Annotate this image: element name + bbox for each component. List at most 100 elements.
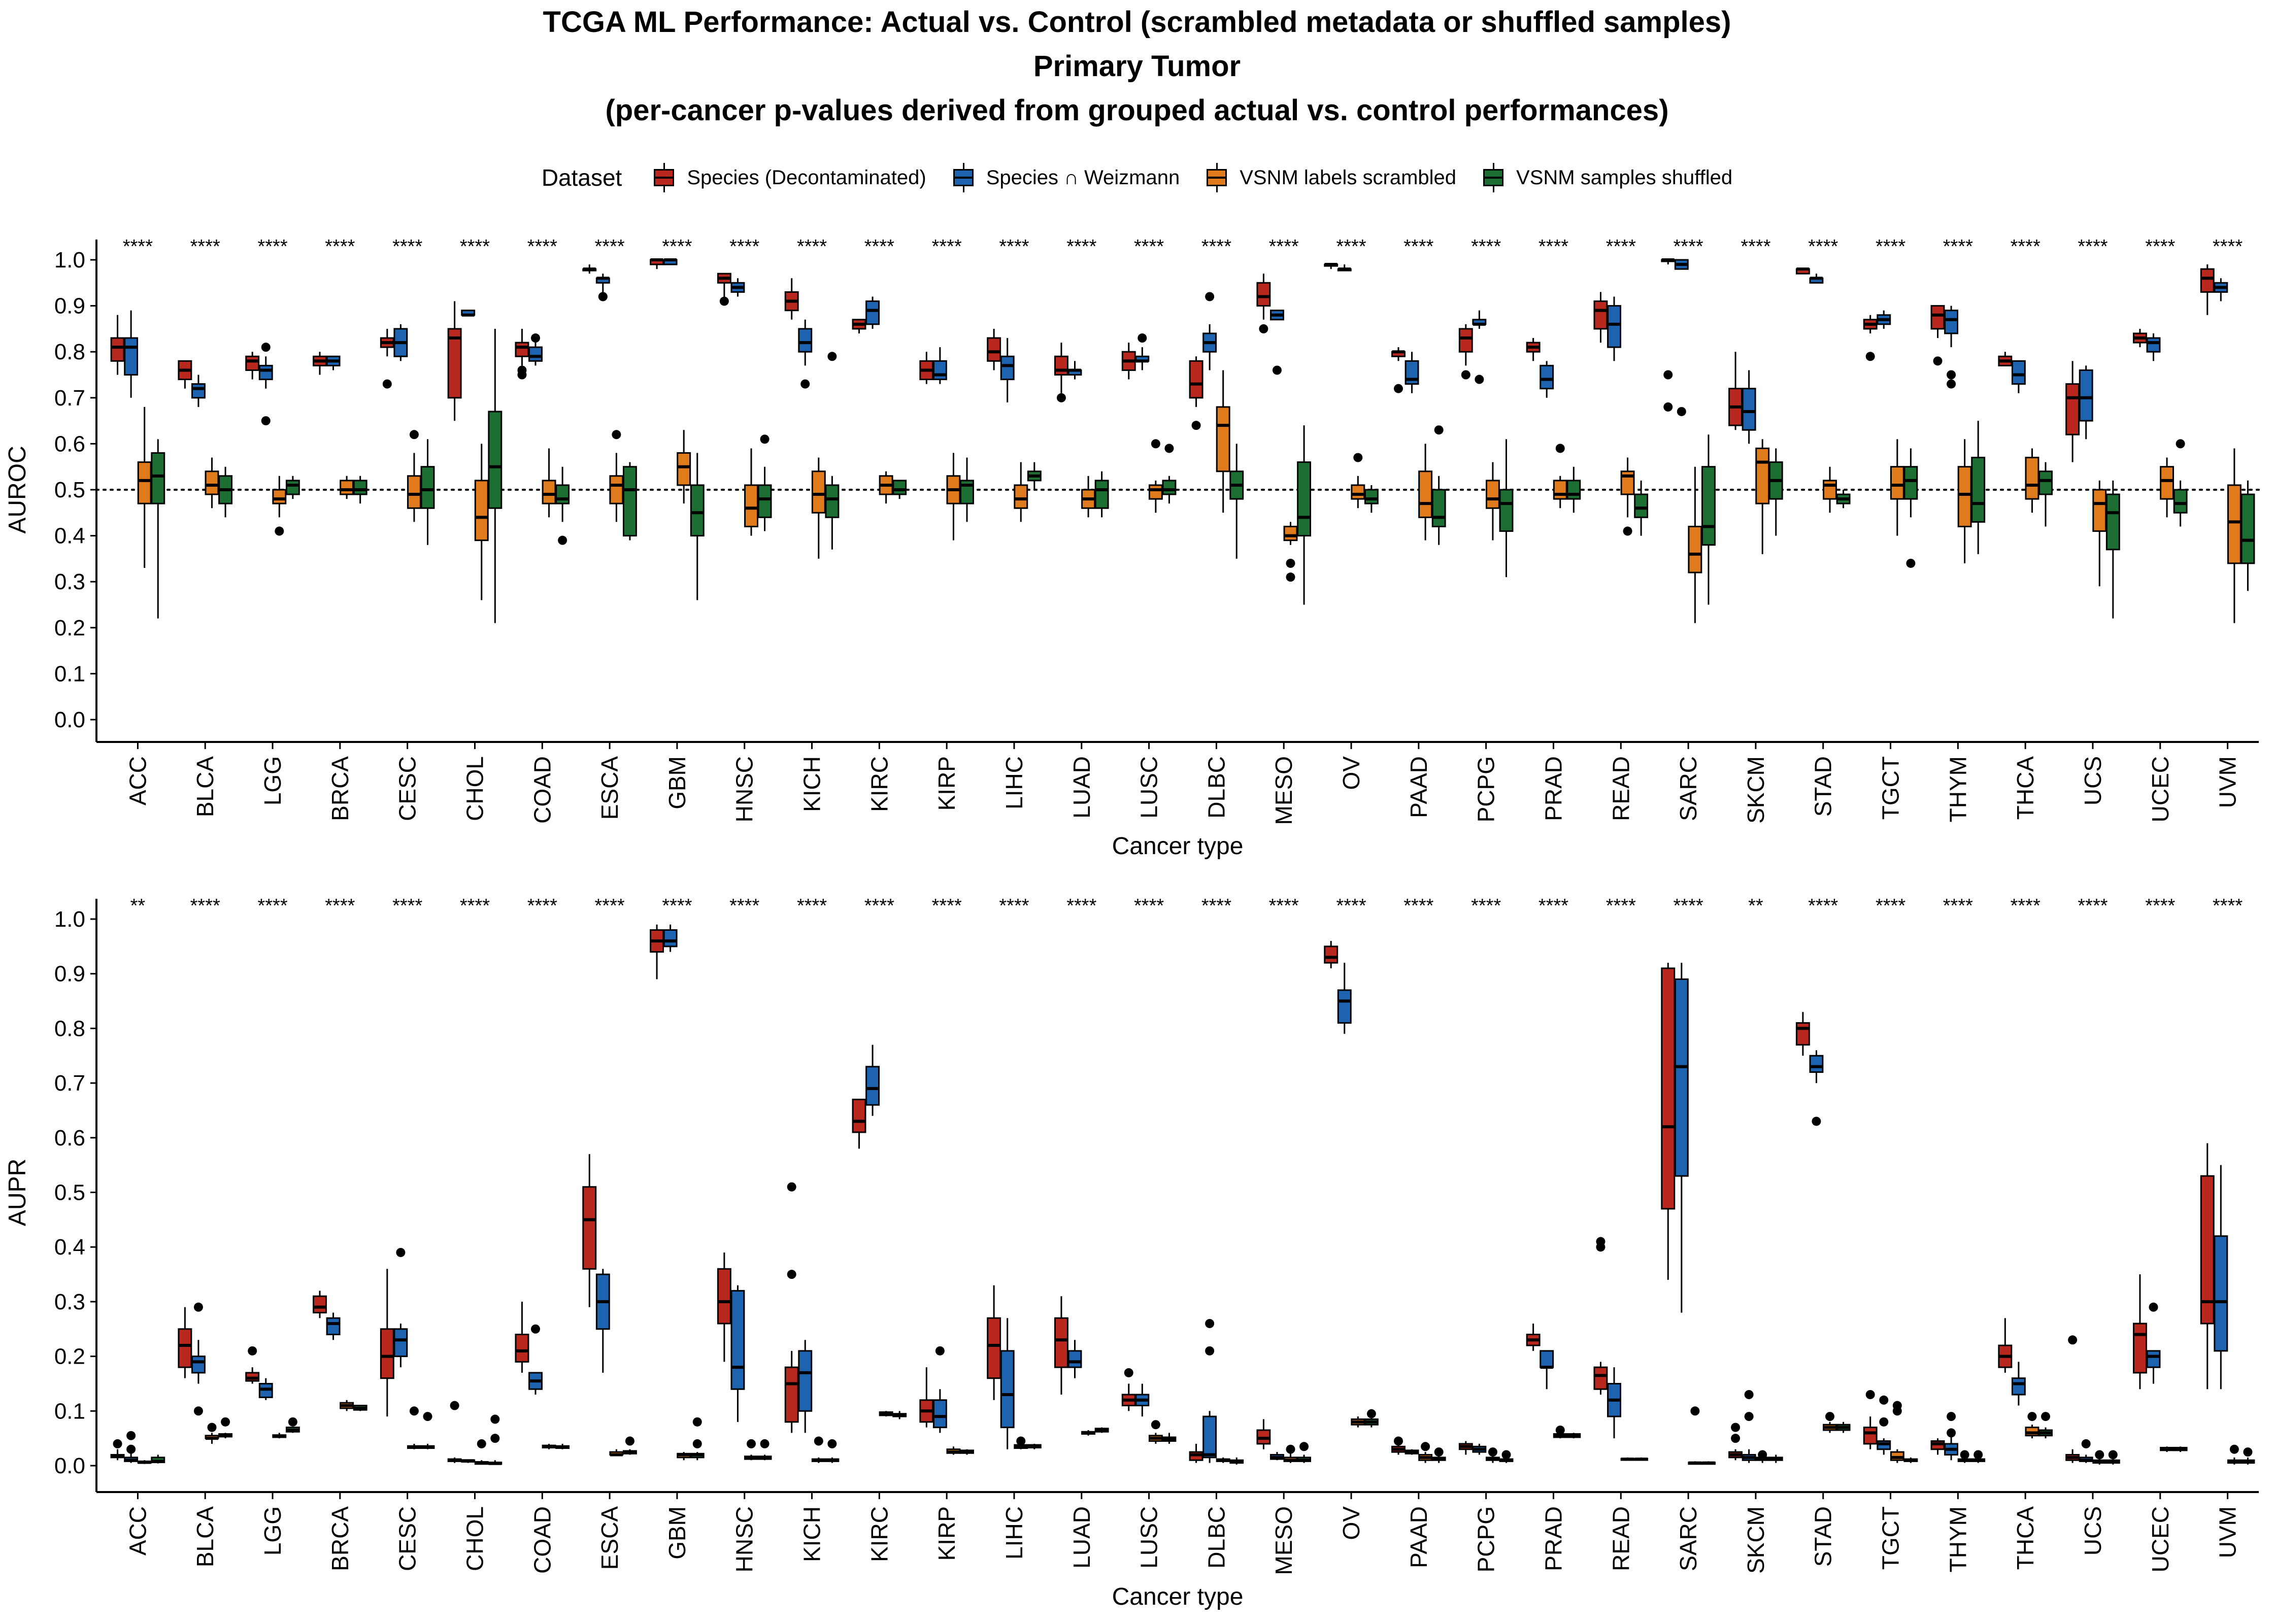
box-body bbox=[2227, 484, 2242, 564]
x-tick-label: UCS bbox=[2080, 1506, 2106, 1555]
x-axis-title: Cancer type bbox=[1112, 1583, 1244, 1610]
box-species-decontaminated bbox=[2132, 1274, 2147, 1390]
box-vsnm-labels-scrambled bbox=[1148, 439, 1163, 513]
box-vsnm-labels-scrambled bbox=[1283, 1444, 1298, 1463]
box-body bbox=[987, 337, 1001, 362]
box-species-weizmann bbox=[1742, 1390, 1756, 1463]
significance-label: **** bbox=[1134, 895, 1164, 917]
significance-label: **** bbox=[325, 895, 355, 917]
box-body bbox=[1809, 1055, 1824, 1073]
box-vsnm-samples-shuffled bbox=[218, 1417, 233, 1439]
x-tick-label: READ bbox=[1608, 756, 1634, 821]
box-body bbox=[474, 480, 489, 542]
box-species-weizmann bbox=[1135, 333, 1150, 370]
outlier-point bbox=[1906, 558, 1916, 568]
x-tick-label: KIRP bbox=[933, 1506, 960, 1561]
box-body bbox=[1540, 364, 1554, 390]
x-tick-label: PRAD bbox=[1540, 756, 1566, 821]
outlier-point bbox=[1744, 1390, 1754, 1399]
box-vsnm-samples-shuffled bbox=[1229, 1457, 1244, 1465]
box-vsnm-samples-shuffled bbox=[1297, 425, 1312, 605]
outlier-point bbox=[1353, 453, 1363, 462]
x-tick-label: BRCA bbox=[327, 1506, 353, 1571]
significance-label: **** bbox=[1606, 895, 1636, 917]
y-axis-title: AUROC bbox=[4, 446, 31, 533]
box-species-decontaminated bbox=[1593, 292, 1608, 343]
x-tick-label: LUAD bbox=[1068, 1506, 1095, 1569]
x-tick-label: PAAD bbox=[1406, 1506, 1432, 1568]
x-tick-label: UCS bbox=[2080, 756, 2106, 805]
box-species-decontaminated bbox=[1054, 1296, 1068, 1395]
outlier-point bbox=[1488, 1447, 1497, 1457]
box-body bbox=[1216, 406, 1230, 472]
outlier-point bbox=[1960, 1450, 1969, 1460]
box-body bbox=[1499, 489, 1514, 532]
box-vsnm-labels-scrambled bbox=[1823, 466, 1837, 513]
outlier-point bbox=[1879, 1417, 1889, 1427]
y-tick-label: 0.4 bbox=[54, 1235, 85, 1260]
x-tick-label: LUSC bbox=[1136, 1506, 1162, 1569]
outlier-point bbox=[207, 1423, 217, 1432]
box-vsnm-labels-scrambled bbox=[811, 1436, 826, 1463]
box-body bbox=[1688, 525, 1702, 573]
significance-label: **** bbox=[1403, 236, 1433, 257]
outlier-point bbox=[221, 1417, 230, 1427]
x-tick-label: UVM bbox=[2215, 756, 2241, 808]
box-vsnm-labels-scrambled bbox=[1283, 522, 1298, 582]
box-body bbox=[205, 470, 219, 495]
box-vsnm-labels-scrambled bbox=[1755, 439, 1770, 554]
box-vsnm-labels-scrambled bbox=[879, 471, 893, 504]
box-body bbox=[340, 480, 354, 495]
box-body bbox=[2105, 493, 2120, 551]
box-species-decontaminated bbox=[1930, 305, 1945, 366]
box-vsnm-samples-shuffled bbox=[1364, 1409, 1379, 1428]
y-tick-label: 0.4 bbox=[54, 524, 85, 549]
box-body bbox=[2065, 383, 2080, 435]
box-vsnm-labels-scrambled bbox=[1890, 1401, 1904, 1463]
box-species-decontaminated bbox=[1324, 263, 1339, 269]
box-species-weizmann bbox=[1067, 361, 1082, 380]
box-vsnm-labels-scrambled bbox=[137, 407, 152, 568]
box-species-weizmann bbox=[798, 1340, 813, 1433]
legend: Dataset Species (Decontaminated) Species… bbox=[0, 158, 2274, 197]
box-species-decontaminated bbox=[1391, 347, 1406, 393]
significance-label: **** bbox=[1741, 236, 1770, 257]
box-species-decontaminated bbox=[1526, 338, 1541, 361]
box-species-weizmann bbox=[2146, 1302, 2161, 1384]
y-tick-label: 0.8 bbox=[54, 340, 85, 364]
x-tick-label: BLCA bbox=[192, 1506, 218, 1567]
box-species-decontaminated bbox=[1661, 963, 1676, 1280]
box-vsnm-samples-shuffled bbox=[488, 1414, 503, 1465]
significance-label: **** bbox=[1066, 895, 1096, 917]
box-species-decontaminated bbox=[1256, 274, 1271, 333]
box-vsnm-labels-scrambled bbox=[340, 1400, 354, 1411]
significance-label: **** bbox=[932, 895, 962, 917]
box-vsnm-samples-shuffled bbox=[1431, 425, 1446, 545]
box-species-decontaminated bbox=[1795, 1012, 1810, 1056]
box-species-weizmann bbox=[595, 274, 610, 301]
chart-panel-auroc: 0.0 0.1 0.2 0.3 0.4 0.5 0.6 0.7 0.8 0.9 1.0 AUROC Ca… bbox=[4, 236, 2260, 860]
legend-label: Species ∩ Weizmann bbox=[986, 166, 1180, 189]
outlier-point bbox=[719, 296, 729, 306]
box-body bbox=[1067, 1350, 1082, 1368]
box-species-weizmann bbox=[932, 1346, 947, 1433]
box-species-decontaminated bbox=[110, 1439, 125, 1461]
legend-label: Species (Decontaminated) bbox=[687, 166, 926, 189]
outlier-point bbox=[1205, 292, 1215, 301]
box-species-decontaminated bbox=[919, 352, 934, 384]
box-vsnm-samples-shuffled bbox=[892, 480, 907, 499]
significance-label: **** bbox=[1201, 895, 1231, 917]
box-body bbox=[1202, 1415, 1217, 1459]
legend-swatch-species-decontaminated bbox=[652, 163, 676, 192]
outlier-point bbox=[1056, 393, 1066, 402]
box-vsnm-labels-scrambled bbox=[946, 1446, 961, 1455]
box-species-decontaminated bbox=[110, 315, 125, 375]
significance-label: **** bbox=[1943, 895, 1973, 917]
box-vsnm-samples-shuffled bbox=[1229, 444, 1244, 559]
outlier-point bbox=[1663, 402, 1673, 412]
outlier-point bbox=[1151, 1420, 1160, 1430]
outlier-point bbox=[1138, 333, 1147, 343]
box-vsnm-labels-scrambled bbox=[2160, 457, 2175, 518]
significance-label: **** bbox=[729, 895, 759, 917]
outlier-point bbox=[1259, 324, 1268, 333]
